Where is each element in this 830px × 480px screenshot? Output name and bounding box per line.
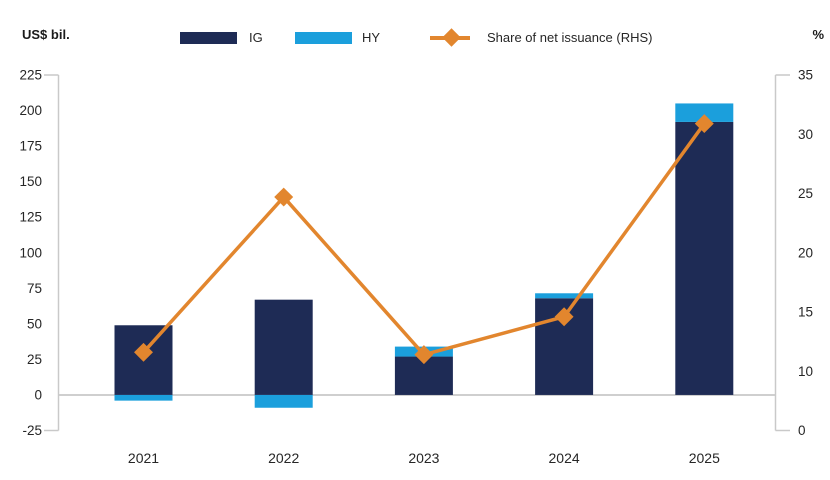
share-point-2023 [414, 345, 434, 365]
bar-ig-2022 [254, 299, 313, 395]
right-axis-tick-25: 25 [798, 186, 813, 201]
left-axis-tick-225: 225 [19, 68, 42, 83]
x-axis-label-2024: 2024 [549, 450, 580, 466]
right-axis-tick-30: 30 [798, 127, 813, 142]
share-line [141, 121, 707, 357]
x-axis-label-2025: 2025 [689, 450, 720, 466]
left-axis-tick-50: 50 [27, 316, 42, 331]
left-axis-tick-0: 0 [34, 387, 42, 402]
legend-label-hy: HY [362, 30, 381, 45]
bar-ig-2025 [675, 121, 734, 395]
x-axis-label-2021: 2021 [128, 450, 159, 466]
left-axis-tick-125: 125 [19, 210, 42, 225]
left-axis-tick-100: 100 [19, 245, 42, 260]
legend-swatch-hy [295, 32, 352, 44]
left-axis-tick-150: 150 [19, 174, 42, 189]
right-axis-tick-0: 0 [798, 423, 806, 438]
legend-swatch-ig [180, 32, 237, 44]
bar-hy-2022 [254, 394, 313, 408]
left-axis-tick-175: 175 [19, 139, 42, 154]
x-axis-label-2023: 2023 [408, 450, 439, 466]
bar-hy-2021 [114, 394, 173, 401]
legend-label-ig: IG [249, 30, 263, 45]
left-axis-tick-200: 200 [19, 103, 42, 118]
left-axis-tick-75: 75 [27, 281, 42, 296]
x-axis-label-2022: 2022 [268, 450, 299, 466]
left-axis-tick-25: 25 [27, 352, 42, 367]
left-axis-unit-label: US$ bil. [22, 27, 70, 42]
right-axis-tick-10: 10 [798, 364, 813, 379]
right-axis-tick-15: 15 [798, 305, 813, 320]
legend-label-share: Share of net issuance (RHS) [487, 30, 653, 45]
bar-hy-2024 [535, 293, 594, 299]
right-axis-tick-35: 35 [798, 68, 813, 83]
right-axis-unit-label: % [812, 27, 824, 42]
share-point-2021 [134, 342, 153, 362]
right-axis-tick-20: 20 [798, 245, 813, 260]
bar-hy-2025 [675, 103, 734, 122]
left-axis-tick--25: -25 [22, 423, 42, 438]
